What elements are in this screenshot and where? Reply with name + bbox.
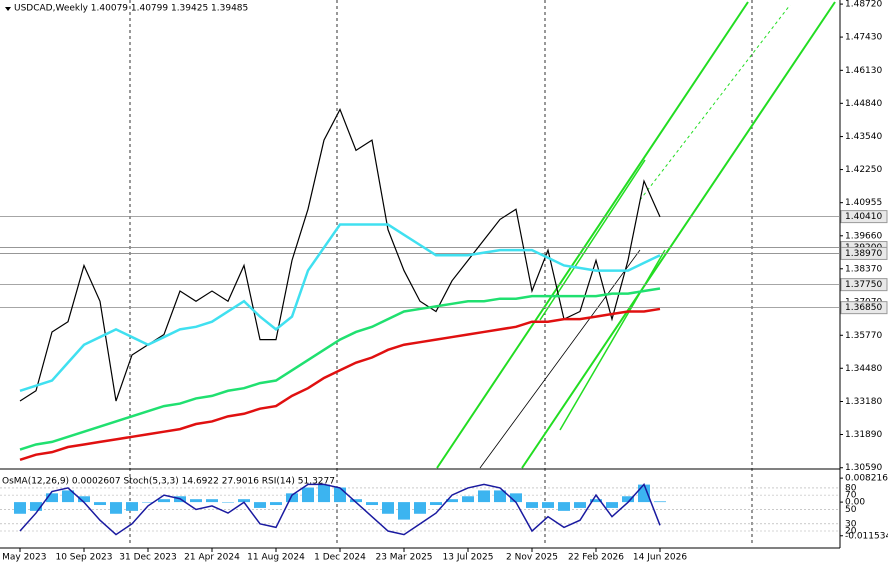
y-tick-label: 80 xyxy=(845,483,857,493)
osma-bar xyxy=(654,501,666,503)
y-tick-label: 1.38370 xyxy=(845,264,882,274)
indicator-title: OsMA(12,26,9) 0.0002607 Stoch(5,3,3) 14.… xyxy=(2,477,335,487)
level-label-box xyxy=(840,301,888,315)
y-tick-label: 50 xyxy=(845,505,857,515)
y-tick-label: 1.43540 xyxy=(845,132,882,142)
osma-bar xyxy=(110,502,122,514)
level-label: 1.37750 xyxy=(845,280,882,290)
osma-bar xyxy=(542,502,554,508)
x-tick-label: 2 Nov 2025 xyxy=(506,553,558,563)
x-tick-label: 1 Dec 2024 xyxy=(314,553,366,563)
y-tick-label: 1.31890 xyxy=(845,430,882,440)
osma-bar xyxy=(622,496,634,503)
y-tick-label: 1.33180 xyxy=(845,397,882,407)
series-line xyxy=(19,307,661,462)
x-tick-label: 14 Jun 2026 xyxy=(633,553,687,563)
y-tick-label: 1.44840 xyxy=(845,99,882,109)
channel-line xyxy=(559,249,666,431)
osma-bar xyxy=(142,502,154,503)
level-label: 1.38970 xyxy=(845,249,882,259)
level-label-box xyxy=(840,278,888,292)
series-line xyxy=(19,108,661,402)
osma-bar xyxy=(414,502,426,514)
y-tick-label: 1.39660 xyxy=(845,231,882,241)
y-tick-label: 20 xyxy=(845,527,857,537)
osma-bar xyxy=(126,502,138,511)
osma-bar xyxy=(334,487,346,503)
chart-title: USDCAD,Weekly 1.40079 1.40799 1.39425 1.… xyxy=(14,4,248,14)
osma-bar xyxy=(190,499,202,503)
level-label: 1.36850 xyxy=(845,303,882,313)
osma-bar xyxy=(462,496,474,503)
osma-bar xyxy=(382,502,394,514)
x-tick-label: 11 Aug 2024 xyxy=(247,553,305,563)
osma-bar xyxy=(62,490,74,503)
osma-bar xyxy=(366,502,378,506)
y-tick-label: 1.46130 xyxy=(845,66,882,76)
stoch-line xyxy=(19,482,661,536)
y2-tick-label: 0.008216 xyxy=(845,474,888,484)
osma-bar xyxy=(158,499,170,503)
y-tick-label: 1.40955 xyxy=(845,198,882,208)
level-label: 1.40410 xyxy=(845,212,882,222)
x-tick-label: 1 May 2023 xyxy=(0,553,46,563)
osma-bar xyxy=(78,496,90,503)
osma-bar xyxy=(14,502,26,514)
y-tick-label: 1.30590 xyxy=(845,463,882,473)
series-line xyxy=(19,287,661,451)
osma-bar xyxy=(478,490,490,503)
osma-bar xyxy=(302,487,314,503)
channel-mid xyxy=(639,4,791,201)
y-tick-label: 1.42250 xyxy=(845,165,882,175)
osma-bar xyxy=(526,502,538,508)
osma-bar xyxy=(238,499,250,503)
osma-bar xyxy=(350,499,362,503)
y-tick-label: 1.48720 xyxy=(845,0,882,10)
osma-bar xyxy=(254,502,266,508)
osma-bar xyxy=(206,499,218,503)
osma-bar xyxy=(222,502,234,503)
x-tick-label: 21 Apr 2024 xyxy=(184,553,240,563)
osma-bar xyxy=(494,490,506,503)
osma-bar xyxy=(270,502,282,506)
osma-bar xyxy=(286,493,298,503)
level-label-box xyxy=(840,246,888,260)
osma-bar xyxy=(558,502,570,511)
osma-bar xyxy=(638,484,650,503)
y2-tick-label: -0.011534 xyxy=(845,531,888,541)
x-tick-label: 23 Mar 2025 xyxy=(375,553,432,563)
trend-line xyxy=(479,249,641,469)
level-label-box xyxy=(840,210,888,224)
x-tick-label: 31 Dec 2023 xyxy=(119,553,177,563)
osma-bar xyxy=(446,499,458,503)
y-tick-label: 1.34480 xyxy=(845,364,882,374)
menu-arrow[interactable] xyxy=(5,7,11,11)
x-tick-label: 13 Jul 2025 xyxy=(443,553,494,563)
vertical-separators xyxy=(129,0,753,545)
osma-bar xyxy=(510,493,522,503)
y-tick-label: 1.35770 xyxy=(845,331,882,341)
channel-line xyxy=(436,1,749,469)
osma-bar xyxy=(574,502,586,508)
osma-bar xyxy=(430,502,442,506)
y-tick-label: 30 xyxy=(845,519,857,529)
trend-channel xyxy=(436,1,836,469)
y-tick-label: 1.47430 xyxy=(845,33,882,43)
series-line xyxy=(19,223,661,392)
osma-bar xyxy=(94,502,106,506)
y2-tick-label: 0.00 xyxy=(845,498,865,508)
osma-bar xyxy=(398,502,410,520)
osma-bar xyxy=(46,493,58,503)
osma-bar xyxy=(318,484,330,503)
osma-bar xyxy=(590,499,602,503)
osma-bar xyxy=(606,502,618,508)
y-tick-label: 70 xyxy=(845,491,857,501)
osma-bar xyxy=(30,502,42,511)
x-tick-label: 10 Sep 2023 xyxy=(55,553,112,563)
x-tick-label: 22 Feb 2026 xyxy=(568,553,624,563)
channel-line xyxy=(521,1,836,469)
